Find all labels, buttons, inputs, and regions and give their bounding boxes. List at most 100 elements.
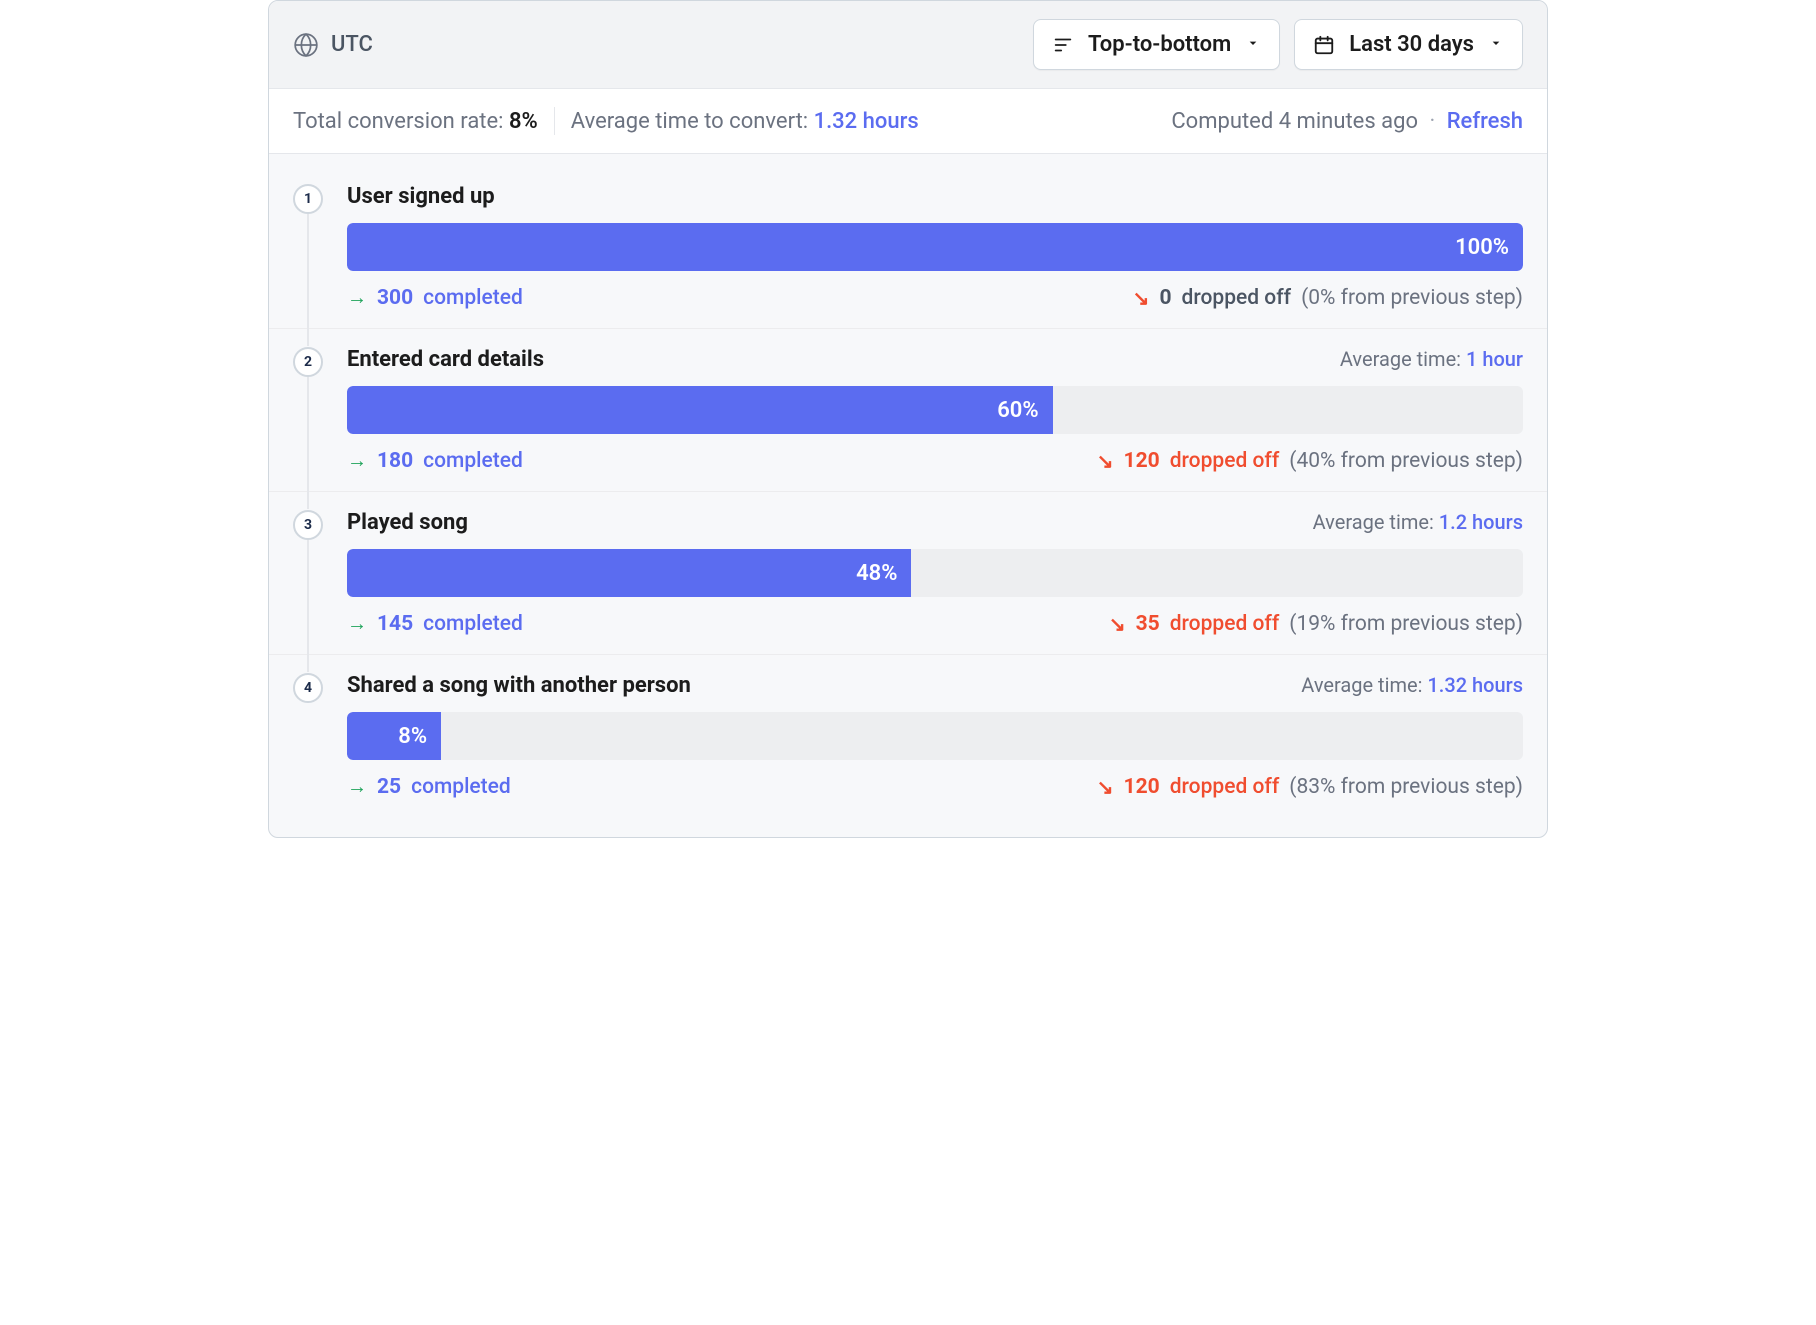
avg-time-value: 1.2 hours — [1439, 510, 1523, 534]
step-header: Entered card details Average time: 1 hou… — [347, 347, 1523, 372]
progress-bar-fill: 8% — [347, 712, 441, 760]
dropped-count: 35 — [1136, 612, 1160, 636]
step-number-badge: 1 — [293, 184, 323, 214]
completed-group: → 300 completed — [347, 285, 523, 310]
progress-percent-label: 48% — [856, 561, 897, 586]
funnel-dashboard: UTC Top-to-bottom — [268, 0, 1548, 838]
completed-group: → 25 completed — [347, 774, 511, 799]
dropped-count: 120 — [1124, 449, 1160, 473]
arrow-down-right-icon: ↘ — [1109, 612, 1126, 636]
dropped-group: ↘ 0 dropped off (0% from previous step) — [1133, 286, 1523, 310]
completed-count: 25 — [377, 775, 401, 799]
arrow-right-icon: → — [347, 611, 367, 636]
avg-time-value: 1 hour — [1466, 347, 1523, 371]
step-connector — [307, 214, 309, 346]
view-mode-dropdown[interactable]: Top-to-bottom — [1033, 19, 1280, 70]
step-title: Shared a song with another person — [347, 673, 691, 698]
total-conversion-label: Total conversion rate: — [293, 109, 503, 134]
progress-bar-track: 100% — [347, 223, 1523, 271]
computed-time: Computed 4 minutes ago — [1171, 109, 1418, 134]
dropped-count: 120 — [1124, 775, 1160, 799]
progress-bar-track: 48% — [347, 549, 1523, 597]
dropped-percent: (0% from previous step) — [1301, 286, 1523, 310]
dropped-label: dropped off — [1182, 286, 1292, 310]
sort-desc-icon — [1052, 34, 1074, 56]
completed-label: completed — [423, 449, 523, 473]
progress-bar-track: 8% — [347, 712, 1523, 760]
chevron-down-icon — [1488, 32, 1504, 57]
progress-bar-fill: 48% — [347, 549, 911, 597]
funnel-step: 4 Shared a song with another person Aver… — [269, 655, 1547, 817]
step-footer: → 180 completed ↘ 120 dropped off (40% f… — [347, 448, 1523, 473]
globe-icon — [293, 32, 319, 58]
dropped-group: ↘ 120 dropped off (83% from previous ste… — [1097, 775, 1523, 799]
completed-label: completed — [423, 286, 523, 310]
progress-bar-fill: 100% — [347, 223, 1523, 271]
avg-convert-value: 1.32 hours — [814, 109, 919, 134]
avg-time-value: 1.32 hours — [1427, 673, 1523, 697]
divider — [554, 107, 555, 135]
step-footer: → 145 completed ↘ 35 dropped off (19% fr… — [347, 611, 1523, 636]
step-connector — [307, 540, 309, 672]
step-number-badge: 2 — [293, 347, 323, 377]
step-header: User signed up — [347, 184, 1523, 209]
funnel-step: 2 Entered card details Average time: 1 h… — [269, 329, 1547, 492]
step-header: Shared a song with another person Averag… — [347, 673, 1523, 698]
summary-bar: Total conversion rate: 8% Average time t… — [269, 89, 1547, 154]
view-mode-label: Top-to-bottom — [1088, 32, 1231, 57]
dropped-percent: (19% from previous step) — [1289, 612, 1523, 636]
step-footer: → 25 completed ↘ 120 dropped off (83% fr… — [347, 774, 1523, 799]
date-range-dropdown[interactable]: Last 30 days — [1294, 19, 1523, 70]
step-number-badge: 4 — [293, 673, 323, 703]
progress-bar-fill: 60% — [347, 386, 1053, 434]
dropped-count: 0 — [1159, 286, 1171, 310]
completed-count: 145 — [377, 612, 413, 636]
progress-bar-track: 60% — [347, 386, 1523, 434]
completed-group: → 180 completed — [347, 448, 523, 473]
dropped-label: dropped off — [1170, 449, 1280, 473]
step-title: Entered card details — [347, 347, 544, 372]
arrow-right-icon: → — [347, 285, 367, 310]
dropped-percent: (83% from previous step) — [1289, 775, 1523, 799]
funnel-step: 3 Played song Average time: 1.2 hours 48… — [269, 492, 1547, 655]
completed-label: completed — [411, 775, 511, 799]
step-title: Played song — [347, 510, 468, 535]
summary-right: Computed 4 minutes ago · Refresh — [1171, 109, 1523, 134]
avg-time-label: Average time: — [1340, 347, 1461, 371]
toolbar: UTC Top-to-bottom — [269, 1, 1547, 89]
progress-percent-label: 100% — [1455, 235, 1509, 260]
arrow-right-icon: → — [347, 448, 367, 473]
refresh-link[interactable]: Refresh — [1447, 109, 1523, 134]
avg-time-label: Average time: — [1301, 673, 1422, 697]
completed-label: completed — [423, 612, 523, 636]
avg-convert-label: Average time to convert: — [571, 109, 808, 134]
calendar-icon — [1313, 34, 1335, 56]
funnel-step: 1 User signed up 100% → 300 completed ↘ … — [269, 166, 1547, 329]
dropped-percent: (40% from previous step) — [1289, 449, 1523, 473]
step-header: Played song Average time: 1.2 hours — [347, 510, 1523, 535]
completed-count: 300 — [377, 286, 413, 310]
step-number-badge: 3 — [293, 510, 323, 540]
summary-left: Total conversion rate: 8% Average time t… — [293, 107, 919, 135]
dropped-group: ↘ 35 dropped off (19% from previous step… — [1109, 612, 1523, 636]
dropped-label: dropped off — [1170, 612, 1280, 636]
arrow-down-right-icon: ↘ — [1133, 286, 1150, 310]
completed-count: 180 — [377, 449, 413, 473]
arrow-down-right-icon: ↘ — [1097, 775, 1114, 799]
step-avg-time: Average time: 1.2 hours — [1313, 510, 1523, 534]
funnel-steps: 1 User signed up 100% → 300 completed ↘ … — [269, 154, 1547, 837]
arrow-down-right-icon: ↘ — [1097, 449, 1114, 473]
progress-percent-label: 8% — [398, 724, 427, 749]
timezone-label: UTC — [331, 32, 373, 57]
completed-group: → 145 completed — [347, 611, 523, 636]
progress-percent-label: 60% — [997, 398, 1038, 423]
chevron-down-icon — [1245, 32, 1261, 57]
dropped-group: ↘ 120 dropped off (40% from previous ste… — [1097, 449, 1523, 473]
step-avg-time: Average time: 1 hour — [1340, 347, 1523, 371]
arrow-right-icon: → — [347, 774, 367, 799]
date-range-label: Last 30 days — [1349, 32, 1474, 57]
toolbar-controls: Top-to-bottom Last 30 days — [1033, 19, 1523, 70]
step-footer: → 300 completed ↘ 0 dropped off (0% from… — [347, 285, 1523, 310]
avg-time-label: Average time: — [1313, 510, 1434, 534]
dropped-label: dropped off — [1170, 775, 1280, 799]
